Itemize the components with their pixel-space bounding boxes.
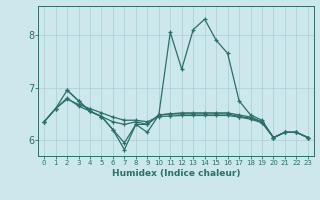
X-axis label: Humidex (Indice chaleur): Humidex (Indice chaleur) [112, 169, 240, 178]
